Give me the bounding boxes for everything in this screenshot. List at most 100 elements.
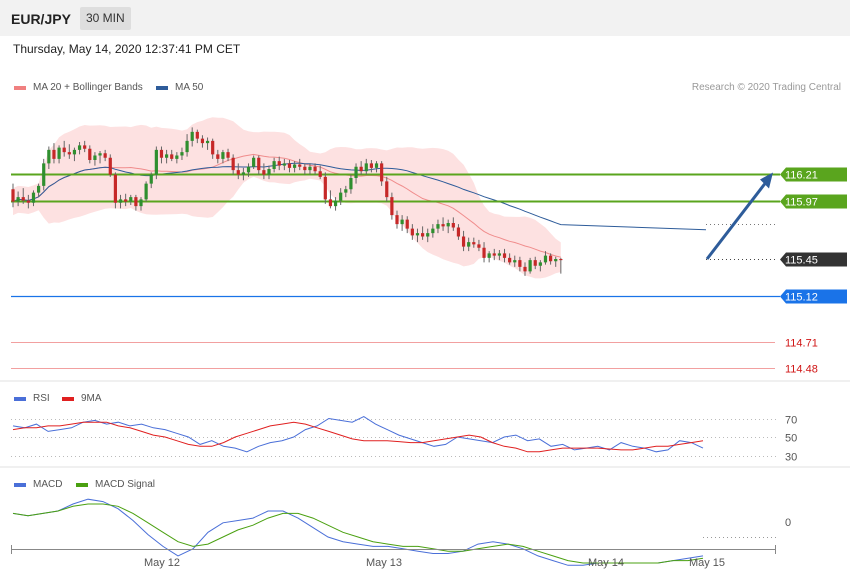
level-label: 115.97 — [785, 197, 818, 209]
candle-body — [559, 259, 563, 261]
candle-body — [513, 260, 517, 263]
candle-body — [436, 224, 440, 229]
candle-body — [282, 163, 286, 166]
candle-body — [328, 199, 333, 207]
candle-body — [267, 169, 271, 175]
candle-body — [175, 155, 179, 159]
candle-body — [231, 157, 235, 171]
candle-body — [487, 253, 491, 258]
bollinger-band-area — [13, 117, 561, 279]
candle-body — [190, 131, 194, 141]
legend-macd-label: MACD — [33, 479, 62, 490]
candle-body — [333, 200, 338, 207]
candle-body — [103, 153, 107, 158]
candle-body — [421, 233, 425, 237]
chart-datetime: Thursday, May 14, 2020 12:37:41 PM CET — [13, 42, 241, 56]
candle-body — [431, 228, 435, 234]
candle-body — [67, 152, 71, 155]
legend-ma20-label: MA 20 + Bollinger Bands — [33, 82, 143, 93]
macd-signal-line — [12, 503, 704, 564]
macd-tick-label: 0 — [785, 517, 791, 529]
candle-body — [533, 260, 537, 266]
candle-body — [303, 166, 307, 171]
legend-rsi-ma-label: 9MA — [81, 393, 102, 404]
level-label: 115.45 — [785, 255, 818, 267]
macd-line — [12, 498, 704, 566]
candle-body — [257, 157, 261, 171]
candle-body — [451, 223, 455, 228]
rsi-tick-label: 50 — [785, 433, 797, 445]
candle-body — [52, 149, 56, 159]
candle-body — [543, 255, 548, 263]
candle-body — [11, 189, 15, 202]
candle-body — [405, 219, 409, 229]
level-tag — [780, 289, 847, 304]
candle-body — [57, 147, 61, 159]
level-tag — [780, 167, 847, 182]
candle-body — [129, 197, 133, 202]
candle-body — [415, 233, 420, 236]
candle-body — [313, 166, 317, 172]
legend-macd-swatch — [14, 483, 26, 487]
candle-body — [221, 152, 225, 159]
rsi-tick-label: 30 — [785, 452, 797, 464]
candle-body — [211, 140, 215, 155]
candle-body — [446, 223, 450, 227]
x-tick-label: May 13 — [366, 557, 402, 569]
candle-body — [134, 197, 138, 207]
candle-body — [262, 170, 266, 175]
forecast-arrow-head — [760, 172, 773, 189]
candle-body — [108, 157, 112, 175]
candle-body — [472, 242, 476, 245]
candle-body — [349, 178, 353, 190]
candle-body — [252, 157, 256, 167]
candle-body — [549, 255, 553, 262]
candle-body — [113, 174, 117, 203]
legend-rsi-swatch — [14, 397, 26, 401]
candle-body — [492, 253, 496, 256]
candle-body — [149, 174, 153, 184]
candle-body — [364, 163, 368, 172]
candle-body — [144, 183, 148, 200]
credit-text: Research © 2020 Trading Central — [692, 82, 841, 93]
x-tick-label: May 14 — [588, 557, 624, 569]
candle-body — [461, 236, 466, 247]
candle-body — [287, 163, 292, 168]
candle-body — [200, 138, 205, 144]
candle-body — [42, 163, 46, 186]
legend-ma50-label: MA 50 — [175, 82, 204, 93]
candle-body — [497, 253, 501, 256]
candle-body — [482, 247, 486, 258]
candle-body — [395, 215, 399, 225]
candle-body — [118, 199, 123, 203]
candle-body — [180, 152, 184, 156]
candle-body — [165, 154, 169, 158]
forecast-arrow-shaft — [705, 182, 767, 260]
level-tag — [780, 194, 847, 209]
candle-body — [37, 185, 41, 193]
header-bar: EUR/JPY 30 MIN — [0, 0, 850, 36]
candle-body — [528, 260, 532, 272]
candle-body — [77, 145, 82, 150]
candle-body — [272, 161, 276, 169]
candle-body — [26, 200, 30, 203]
candle-body — [88, 148, 92, 160]
candle-body — [124, 199, 128, 202]
candle-body — [344, 189, 348, 193]
candle-body — [467, 242, 471, 247]
legend-macd-signal-label: MACD Signal — [95, 479, 155, 490]
candle-body — [205, 140, 210, 144]
candle-body — [369, 163, 373, 168]
timeframe-badge[interactable]: 30 MIN — [80, 7, 131, 30]
candle-body — [518, 260, 522, 267]
candle-body — [426, 233, 430, 237]
candle-body — [236, 170, 240, 175]
legend-macd-signal-swatch — [76, 483, 88, 487]
candle-body — [323, 176, 327, 200]
candle-body — [318, 171, 322, 177]
candle-body — [154, 149, 158, 175]
legend-ma20-swatch — [14, 86, 26, 90]
candle-body — [354, 166, 358, 178]
candle-body — [410, 228, 414, 236]
